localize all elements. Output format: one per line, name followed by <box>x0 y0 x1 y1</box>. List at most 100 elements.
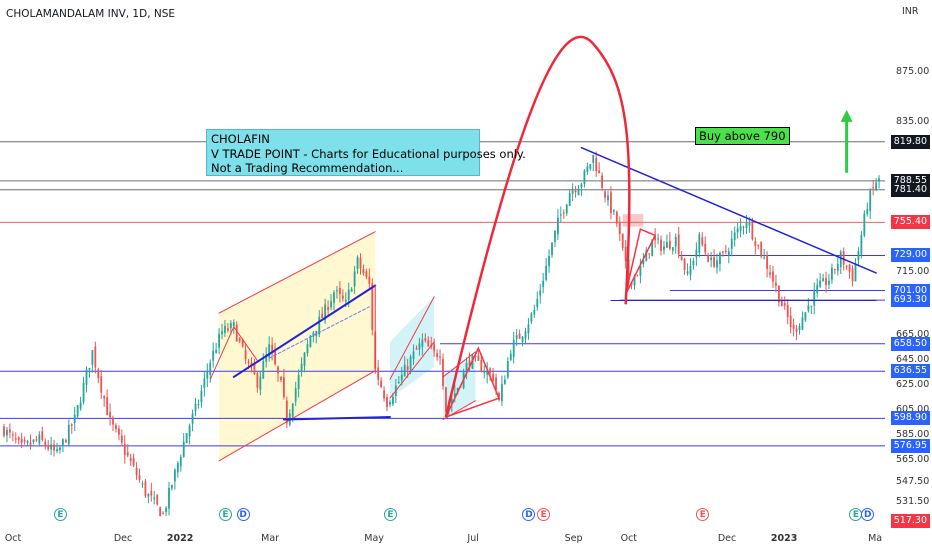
earnings-marker[interactable]: E <box>383 508 397 521</box>
earnings-marker[interactable]: E <box>218 508 232 521</box>
candle-body <box>218 333 220 348</box>
candle-body <box>624 246 627 262</box>
earnings-marker[interactable]: E <box>696 508 710 521</box>
candle-body <box>280 376 282 381</box>
candle-body <box>300 363 303 372</box>
candle-body <box>825 278 827 286</box>
candle-body <box>816 284 819 293</box>
price-label: 693.30 <box>890 293 930 308</box>
candle-body <box>265 354 268 362</box>
candle-body <box>274 350 276 365</box>
candle-body <box>412 351 415 359</box>
candle-body <box>285 400 288 424</box>
time-tick: May <box>364 533 384 544</box>
candle-body <box>109 412 111 418</box>
candle-body <box>338 287 341 295</box>
candle-body <box>577 188 580 196</box>
candle-body <box>171 484 173 489</box>
candle-body <box>126 452 129 456</box>
candle-body <box>660 239 662 251</box>
zigzag-pattern <box>624 228 657 295</box>
rising-trendline <box>232 284 377 378</box>
dividend-marker[interactable]: D <box>236 508 250 521</box>
candle-body <box>786 305 789 317</box>
candle-body <box>654 235 657 241</box>
price-label: 636.55 <box>890 364 930 379</box>
candle-body <box>503 379 506 385</box>
earnings-marker[interactable]: E <box>537 508 551 521</box>
candle-body <box>362 269 365 274</box>
candle-body <box>215 349 218 353</box>
candle-body <box>303 352 306 366</box>
chart-title: CHOLAMANDALAM INV, 1D, NSE <box>6 8 176 20</box>
candle-body <box>719 252 721 264</box>
candle-body <box>82 382 85 403</box>
candle-body <box>17 437 20 440</box>
buy-above-label: Buy above 790 <box>695 127 790 145</box>
candle-body <box>666 241 668 248</box>
candle-body <box>306 344 309 354</box>
candle-body <box>450 399 453 404</box>
candle-body <box>38 434 41 444</box>
candle-body <box>548 255 550 267</box>
candle-body <box>671 247 674 251</box>
time-tick: Jul <box>467 533 479 544</box>
candle-body <box>589 164 592 169</box>
candle-body <box>391 396 394 405</box>
dividend-marker[interactable]: D <box>522 508 536 521</box>
candle-body <box>424 338 427 341</box>
candle-body <box>106 397 109 415</box>
candle-body <box>389 401 391 405</box>
candle-body <box>645 250 648 262</box>
annotation-line-1: CHOLAFIN <box>211 132 270 146</box>
price-tick: 531.50 <box>896 495 930 507</box>
candle-body <box>668 240 671 249</box>
candle-body <box>144 481 147 496</box>
price-tick: 565.00 <box>896 453 930 465</box>
candle-body <box>120 435 123 443</box>
flag-lower-line <box>389 341 435 399</box>
candle-body <box>403 364 406 377</box>
candle-body <box>200 390 203 403</box>
candle-body <box>839 251 842 267</box>
candle-body <box>657 238 659 240</box>
candle-body <box>168 487 170 509</box>
candle-body <box>23 439 26 442</box>
candle-body <box>465 363 468 373</box>
candle-body <box>73 414 76 423</box>
candle-body <box>559 214 562 216</box>
candle-body <box>383 390 385 399</box>
candle-body <box>97 369 100 379</box>
candle-body <box>468 360 471 366</box>
candle-body <box>530 313 533 322</box>
candle-body <box>67 424 70 445</box>
candle-body <box>179 456 182 467</box>
candle-body <box>32 439 35 442</box>
earnings-marker[interactable]: E <box>53 508 67 521</box>
candle-body <box>701 237 704 245</box>
candle-body <box>489 368 492 373</box>
price-label: 781.40 <box>890 182 930 197</box>
candle-body <box>53 444 56 451</box>
candle-body <box>512 339 515 358</box>
candle-body <box>433 343 436 352</box>
candle-body <box>353 271 356 287</box>
time-tick: 2023 <box>770 533 798 544</box>
time-tick: Sep <box>564 533 583 544</box>
candle-body <box>386 397 388 408</box>
candle-body <box>221 331 223 335</box>
candle-body <box>748 222 751 226</box>
flag-upper-line <box>389 296 435 380</box>
candle-body <box>842 251 845 265</box>
price-tick: 665.00 <box>896 328 930 340</box>
candle-body <box>651 239 654 257</box>
dividend-marker[interactable]: D <box>861 508 875 521</box>
candle-body <box>556 217 559 235</box>
candle-body <box>636 275 639 277</box>
candle-body <box>294 388 297 402</box>
rounding-arc <box>444 35 631 418</box>
box-fill-red <box>622 214 644 227</box>
candle-body <box>291 403 294 417</box>
